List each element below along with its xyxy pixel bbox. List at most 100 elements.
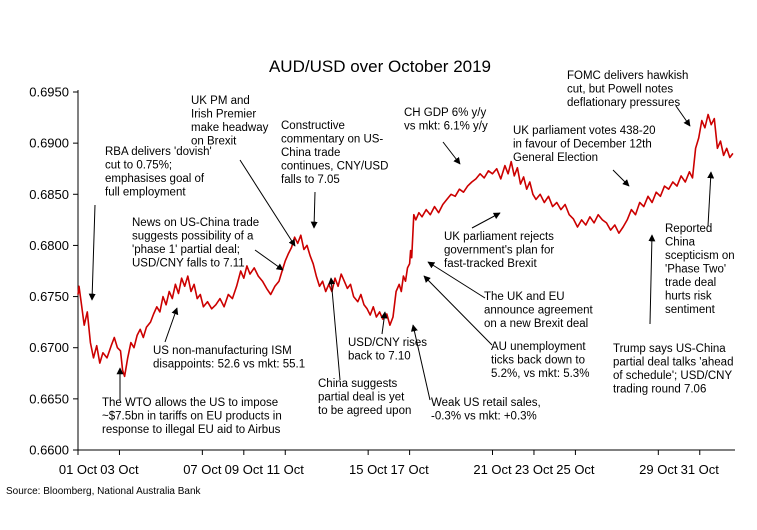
x-tick-label: 15 Oct [349, 462, 388, 477]
annotation-line: of schedule'; USD/CNY [613, 370, 732, 382]
annotation-line: announce agreement [484, 305, 593, 317]
annotation-arrow [648, 234, 656, 325]
x-tick-label: 17 Oct [390, 462, 429, 477]
x-tick-label: 09 Oct [225, 462, 264, 477]
annotation-line: disappoints: 52.6 vs mkt: 55.1 [153, 359, 305, 371]
annotation-line: response to illegal EU aid to Airbus [102, 424, 281, 436]
annotation-text: USD/CNY rises back to 7.10 [348, 337, 427, 363]
annotation-line: continues, CNY/USD [281, 161, 388, 173]
annotation-line: USD/CNY rises [348, 337, 427, 349]
annotation-line: -0.3% vs mkt: +0.3% [431, 411, 537, 423]
annotation-arrow [164, 307, 179, 343]
y-tick-label: 0.6800 [29, 238, 69, 253]
annotation-text: CH GDP 6% y/y vs mkt: 6.1% y/y [404, 107, 488, 133]
annotation-line: emphasises goal of [105, 173, 205, 185]
annotation-text: US non-manufacturing ISM disappoints: 52.… [153, 345, 305, 371]
annotation-text: AU unemployment ticks back down to 5.2%, v… [491, 341, 589, 380]
annotation-line: General Election [513, 152, 598, 164]
annotation-line: to be agreed upon [318, 405, 411, 417]
annotation-arrow [328, 277, 341, 381]
annotation-text: Constructive commentary on US-China trade… [281, 120, 388, 186]
annotation-line: The WTO allows the US to impose [102, 397, 278, 409]
annotation-line: The UK and EU [484, 291, 565, 303]
annotation-arrow [471, 212, 501, 229]
annotation-arrow [310, 191, 318, 229]
annotation-line: trade deal [665, 277, 716, 289]
series-group [77, 113, 734, 378]
annotation-line: China suggests [318, 378, 398, 390]
annotation-line: USD/CNY falls to 7.11 [132, 258, 245, 270]
annotation-line: UK parliament rejects [444, 231, 554, 243]
annotation-line: ~$7.5bn in tariffs on EU products in [102, 411, 282, 423]
annotation-line: Constructive [281, 120, 345, 132]
y-tick-label: 0.6950 [29, 85, 69, 100]
annotation-arrow [612, 169, 630, 187]
annotation-arrow [380, 311, 388, 335]
x-tick-label: 21 Oct [473, 462, 512, 477]
x-tick-label: 23 Oct [515, 462, 554, 477]
y-tick-label: 0.6600 [29, 443, 69, 458]
annotation-line: UK parliament votes 438-20 [513, 125, 656, 137]
series-line [77, 113, 734, 378]
annotation-line: deflationary pressures [567, 97, 680, 109]
annotation-arrow [707, 171, 715, 227]
annotation-line: sentiment [665, 304, 716, 316]
annotation-line: Trump says US-China [613, 343, 726, 355]
y-axis: 0.6600 0.6650 0.6700 0.6750 0.6800 0.6850 0.69… [29, 85, 79, 458]
annotation-line: CH GDP 6% y/y [404, 107, 486, 119]
annotation-line: China trade [281, 147, 340, 159]
x-tick-label: 07 Oct [183, 462, 222, 477]
annotation-text: China suggests partial deal is yet to be a… [318, 378, 411, 417]
annotation-line: RBA delivers 'dovish' [105, 146, 212, 158]
annotation-text: RBA delivers 'dovish' cut to 0.75%; emphas… [105, 146, 212, 199]
annotation-text: FOMC delivers hawkish cut, but Powell not… [567, 70, 688, 109]
annotation-text: Trump says US-China partial deal talks 'a… [613, 343, 733, 396]
annotation-text: Reported China scepticism on 'Phase Two' tra… [665, 223, 735, 316]
annotation-line: falls to 7.05 [281, 174, 340, 186]
annotation-text: News on US-China trade suggests possibili… [132, 217, 259, 270]
annotation-line: partial deal talks 'ahead [613, 357, 733, 369]
annotation-arrow [88, 204, 96, 301]
annotation-line: in favour of December 12th [513, 139, 652, 151]
x-tick-label: 03 Oct [100, 462, 139, 477]
annotation-line: hurts risk [665, 291, 712, 303]
annotation-arrow [423, 275, 493, 346]
annotation-line: AU unemployment [491, 341, 586, 353]
annotation-line: FOMC delivers hawkish [567, 70, 688, 82]
annotation-line: China [665, 237, 696, 249]
annotation-text: Weak US retail sales, -0.3% vs mkt: +0.3% [431, 397, 541, 423]
annotation-arrow [427, 261, 486, 299]
annotation-text: The WTO allows the US to impose ~$7.5bn i… [102, 397, 282, 436]
annotation-line: News on US-China trade [132, 217, 259, 229]
source-note: Source: Bloomberg, National Australia Ba… [6, 486, 202, 497]
annotation-line: 5.2%, vs mkt: 5.3% [491, 368, 589, 380]
annotation-line: suggests possibility of a [132, 231, 254, 243]
chart-title: AUD/USD over October 2019 [269, 57, 491, 76]
x-tick-label: 11 Oct [267, 462, 305, 477]
annotation-line: 'Phase Two' [665, 264, 726, 276]
annotation-arrow [239, 159, 296, 247]
y-tick-label: 0.6750 [29, 289, 69, 304]
annotation-text: UK parliament votes 438-20 in favour of D… [513, 125, 656, 164]
y-tick-label: 0.6650 [29, 391, 69, 406]
annotation-line: Weak US retail sales, [431, 397, 541, 409]
annotation-line: scepticism on [665, 250, 735, 262]
annotation-line: make headway [191, 122, 269, 134]
x-tick-label: 29 Oct [639, 462, 678, 477]
annotation-line: trading round 7.06 [613, 384, 706, 396]
annotation-line: Irish Premier [191, 109, 256, 121]
annotation-arrow [675, 105, 691, 127]
annotation-line: full employment [105, 187, 186, 199]
annotation-line: commentary on US- [281, 134, 383, 146]
annotation-line: cut, but Powell notes [567, 84, 673, 96]
y-tick-label: 0.6850 [29, 187, 69, 202]
annotation-line: government's plan for [444, 245, 554, 257]
annotation-line: back to 7.10 [348, 351, 411, 363]
annotation-arrow [442, 141, 461, 165]
annotation-arrow [410, 324, 431, 401]
annotation-line: vs mkt: 6.1% y/y [404, 121, 488, 133]
annotation-line: on a new Brexit deal [484, 318, 588, 330]
annotation-line: UK PM and [191, 95, 250, 107]
annotation-line: 'phase 1' partial deal; [132, 244, 240, 256]
